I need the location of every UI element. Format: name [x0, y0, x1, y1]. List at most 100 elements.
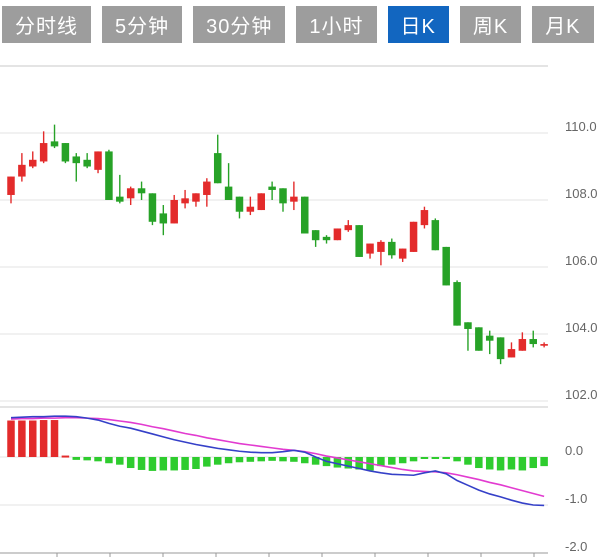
- tab-weekly-k[interactable]: 周K: [459, 6, 522, 43]
- candle-body: [192, 193, 200, 202]
- candle-body: [279, 188, 287, 204]
- macd-histogram-bar: [453, 457, 461, 462]
- candle-body: [475, 327, 483, 351]
- macd-axis-label: -1.0: [565, 491, 587, 506]
- macd-histogram-bar: [116, 457, 124, 465]
- macd-histogram-bar: [333, 457, 342, 468]
- candle-body: [257, 193, 265, 211]
- candle-body: [529, 339, 537, 345]
- macd-histogram-bar: [94, 457, 102, 462]
- macd-histogram-bar: [203, 457, 211, 467]
- candle-body: [431, 220, 440, 251]
- tab-1hour[interactable]: 1小时: [296, 6, 377, 43]
- candle-body: [29, 159, 37, 167]
- candle-body: [235, 196, 244, 212]
- tab-5min[interactable]: 5分钟: [102, 6, 183, 43]
- macd-histogram-bar: [518, 457, 527, 471]
- candle-body: [507, 349, 516, 358]
- candle-body: [213, 153, 222, 184]
- candle-body: [72, 156, 81, 164]
- macd-histogram-bar: [290, 457, 298, 462]
- macd-histogram-bar: [355, 457, 363, 470]
- macd-histogram-bar: [29, 420, 37, 457]
- candle-body: [18, 164, 26, 177]
- candle-body: [61, 143, 70, 162]
- dea-line: [10, 416, 545, 498]
- candle-body: [398, 248, 407, 259]
- macd-histogram-bar: [301, 457, 309, 464]
- price-axis-label: 106.0: [565, 253, 598, 268]
- macd-histogram-bar: [431, 457, 440, 459]
- candle-body: [485, 335, 494, 341]
- candle-body: [159, 213, 168, 224]
- macd-histogram-bar: [170, 457, 178, 471]
- macd-histogram-bar: [192, 457, 200, 469]
- candle-body: [170, 200, 178, 224]
- price-axis-label: 108.0: [565, 186, 598, 201]
- macd-axis-label: -2.0: [565, 539, 587, 554]
- candle-body: [126, 188, 135, 199]
- macd-histogram-bar: [224, 457, 233, 464]
- macd-histogram-bar: [126, 457, 135, 469]
- candle-body: [344, 225, 353, 231]
- macd-histogram-bar: [507, 457, 516, 470]
- candle-body: [268, 186, 276, 190]
- price-axis-label: 102.0: [565, 387, 598, 402]
- candle-body: [7, 176, 15, 195]
- candle-body: [388, 241, 396, 256]
- candle-body: [442, 246, 450, 286]
- candle-body: [39, 143, 48, 162]
- macd-histogram-bar: [377, 457, 385, 467]
- macd-histogram-bar: [257, 457, 265, 462]
- candle-body: [322, 236, 331, 241]
- candle-body: [420, 210, 429, 226]
- macd-axis-label: 0.0: [565, 443, 583, 458]
- macd-histogram-bar: [442, 457, 450, 459]
- candle-body: [311, 230, 320, 241]
- candle-body: [366, 243, 374, 254]
- candle-body: [496, 337, 505, 360]
- macd-histogram-bar: [420, 457, 429, 459]
- macd-histogram-bar: [268, 457, 276, 461]
- candle-body: [50, 141, 59, 147]
- macd-histogram-bar: [213, 457, 222, 465]
- candle-body: [540, 344, 548, 346]
- macd-histogram-bar: [7, 420, 15, 457]
- price-axis-label: 104.0: [565, 320, 598, 335]
- candle-body: [377, 241, 385, 252]
- macd-histogram-bar: [529, 457, 537, 469]
- candle-body: [105, 151, 113, 200]
- macd-histogram-bar: [18, 420, 26, 457]
- macd-histogram-bar: [475, 457, 483, 469]
- macd-histogram-bar: [105, 457, 113, 464]
- macd-histogram-bar: [409, 457, 418, 462]
- macd-histogram-bar: [398, 457, 407, 464]
- macd-histogram-bar: [61, 455, 70, 458]
- candle-body: [137, 188, 146, 194]
- macd-histogram-bar: [344, 457, 353, 469]
- macd-histogram-bar: [279, 457, 287, 462]
- macd-histogram-bar: [137, 457, 146, 470]
- candle-body: [464, 322, 472, 329]
- candle-body: [181, 198, 189, 204]
- chart-period-tabbar: 分时线 5分钟 30分钟 1小时 日K 周K 月K: [2, 6, 594, 43]
- candle-body: [203, 181, 211, 195]
- macd-histogram-bar: [540, 457, 548, 467]
- macd-histogram-bar: [39, 420, 48, 457]
- macd-histogram-bar: [235, 457, 244, 463]
- macd-histogram-bar: [159, 457, 168, 471]
- tab-daily-k[interactable]: 日K: [387, 6, 449, 43]
- candle-body: [290, 196, 298, 202]
- macd-histogram-bar: [72, 457, 81, 460]
- tab-timeline[interactable]: 分时线: [2, 6, 91, 43]
- tab-monthly-k[interactable]: 月K: [532, 6, 594, 43]
- macd-histogram-bar: [496, 457, 505, 471]
- candle-body: [333, 228, 342, 241]
- macd-histogram-bar: [246, 457, 255, 462]
- tab-30min[interactable]: 30分钟: [193, 6, 286, 43]
- macd-histogram-bar: [181, 457, 189, 470]
- macd-histogram-bar: [83, 457, 91, 461]
- candle-body: [83, 159, 91, 167]
- candle-body: [301, 196, 309, 234]
